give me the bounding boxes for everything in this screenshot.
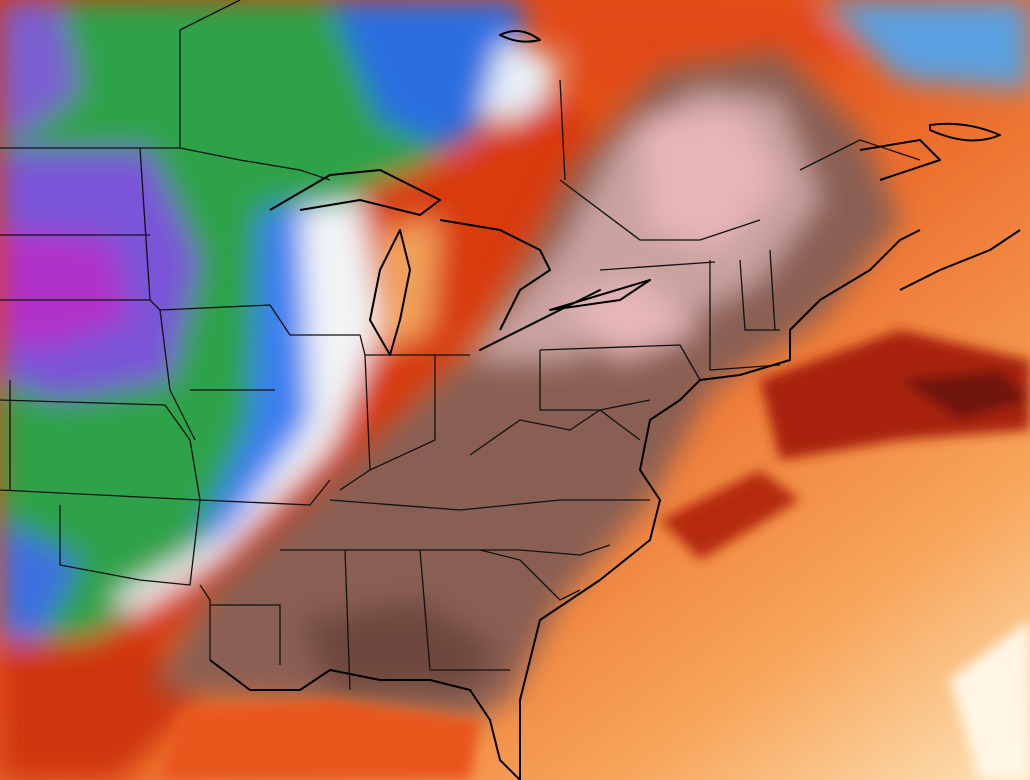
borders xyxy=(0,0,921,691)
heat-dome xyxy=(150,50,900,720)
ocean-streaks xyxy=(160,330,1030,780)
coastlines xyxy=(209,30,1021,780)
